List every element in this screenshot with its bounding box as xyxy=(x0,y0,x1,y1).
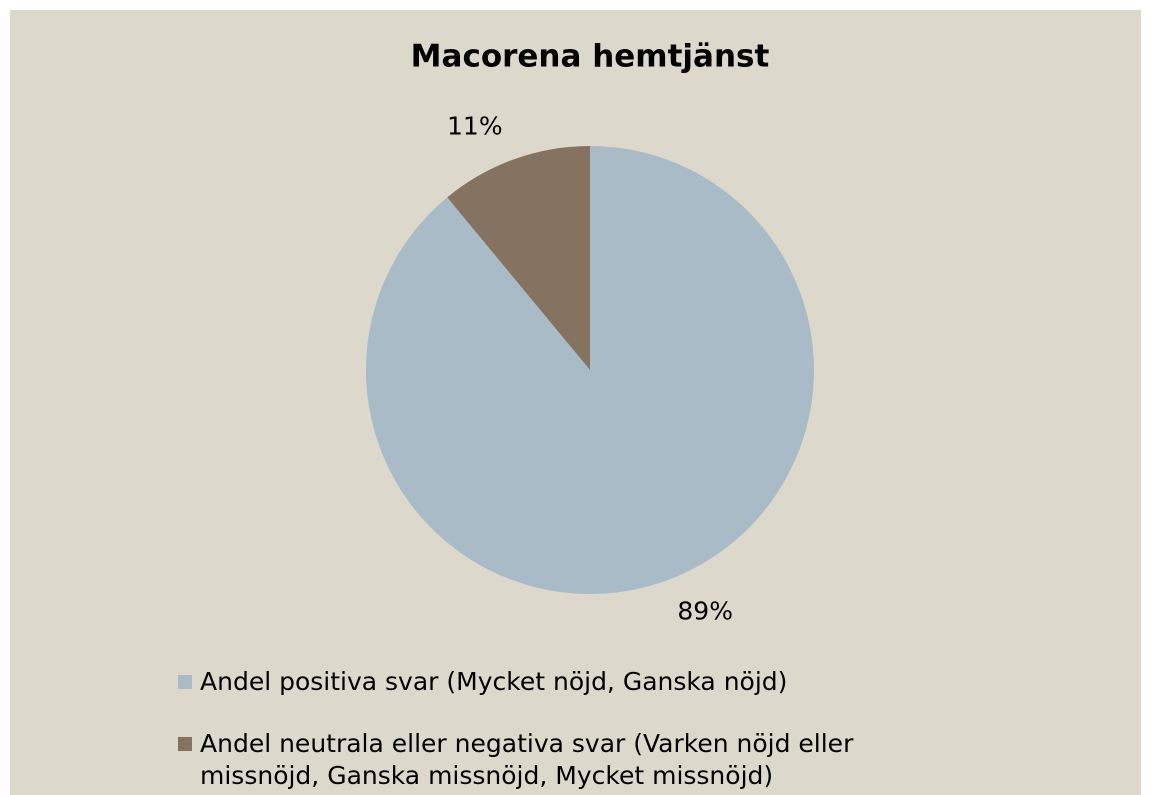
legend-swatch xyxy=(178,737,192,751)
legend-label: Andel positiva svar (Mycket nöjd, Ganska… xyxy=(200,667,788,696)
legend-item: Andel positiva svar (Mycket nöjd, Ganska… xyxy=(178,666,878,698)
legend-item: Andel neutrala eller negativa svar (Vark… xyxy=(178,728,878,792)
legend-label: Andel neutrala eller negativa svar (Vark… xyxy=(200,729,854,790)
chart-title: Macorena hemtjänst xyxy=(411,39,770,75)
data-label: 89% xyxy=(677,597,733,626)
pie-slice xyxy=(447,146,590,370)
legend-swatch xyxy=(178,675,192,689)
data-label: 11% xyxy=(447,111,503,140)
